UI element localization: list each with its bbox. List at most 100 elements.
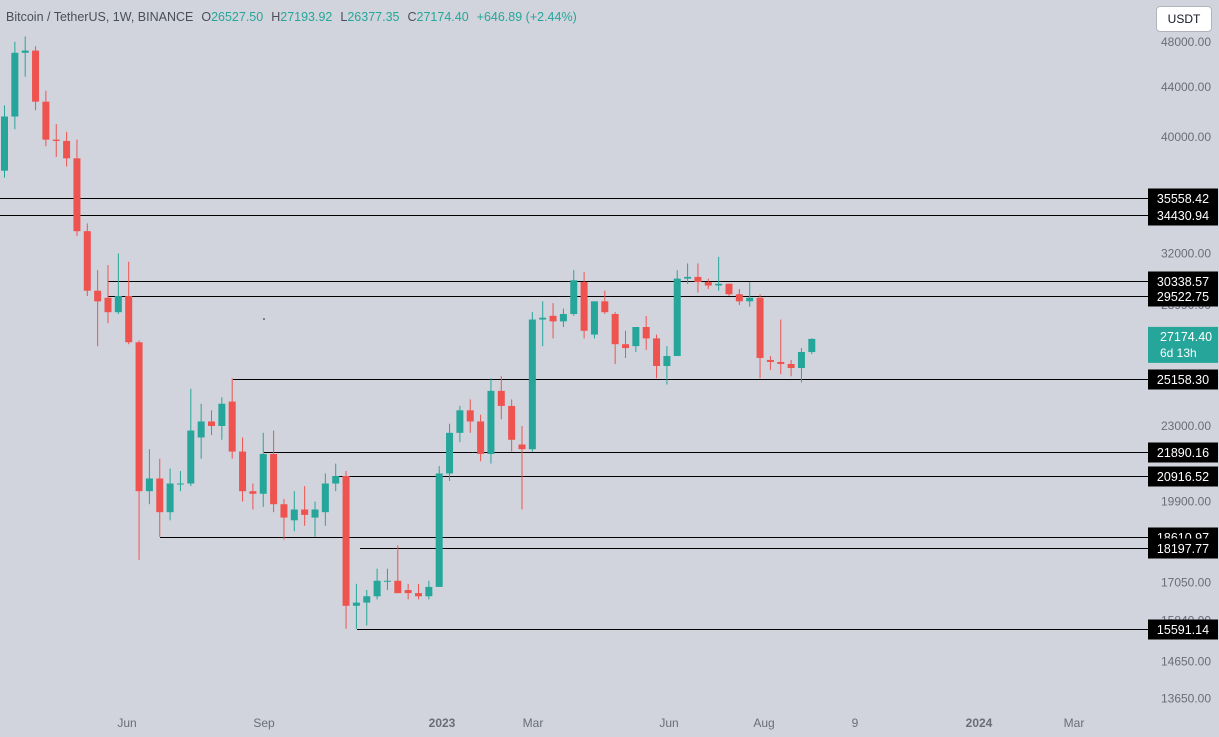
candle-body [673, 278, 681, 356]
level-label-box [1148, 442, 1218, 463]
current-price-label: 27174.40 [1160, 330, 1212, 344]
candle-body [570, 280, 578, 315]
candle-body [746, 297, 754, 302]
y-tick-label: 19900.00 [1161, 495, 1211, 509]
candle-body [239, 451, 247, 492]
close-value: 27174.40 [416, 10, 469, 24]
candle-body [280, 504, 288, 518]
level-lines [0, 198, 1150, 630]
candle-body [642, 327, 650, 339]
candle-body [249, 491, 257, 494]
level-label-box [1148, 286, 1218, 307]
level-label-box [1148, 466, 1218, 487]
candle-body [518, 444, 526, 450]
candle-body [94, 290, 102, 302]
candle-body [259, 453, 267, 494]
candle-body [580, 282, 588, 331]
candle-body [63, 140, 71, 159]
candle-body [156, 478, 164, 513]
open-value: 26527.50 [211, 10, 264, 24]
candles [1, 36, 816, 629]
candle-body [135, 342, 143, 492]
level-label: 29522.75 [1157, 290, 1209, 304]
candle-body [704, 282, 712, 286]
candle-body [456, 410, 464, 433]
candle-body [404, 590, 412, 594]
candle-body [487, 390, 495, 454]
candle-body [21, 50, 29, 53]
candle-body [435, 473, 443, 587]
candle-body [477, 421, 485, 454]
candle-body [549, 315, 557, 322]
close-key: C [407, 10, 417, 24]
y-tick-label: 32000.00 [1161, 247, 1211, 261]
x-tick-label: Mar [1064, 716, 1085, 730]
candle-body [321, 483, 329, 513]
level-label: 21890.16 [1157, 446, 1209, 460]
y-tick-label: 40000.00 [1161, 130, 1211, 144]
legend: Bitcoin / TetherUS, 1W, BINANCE O 26527.5… [6, 10, 585, 24]
candle-body [166, 483, 174, 513]
y-tick-label: 14650.00 [1161, 655, 1211, 669]
candle-body [176, 483, 184, 485]
candle-body [363, 596, 371, 603]
candle-body [684, 276, 692, 279]
candle-body [52, 139, 60, 141]
candle-body [539, 317, 547, 320]
candle-body [301, 509, 309, 515]
candle-body [715, 283, 723, 286]
current-price-box [1148, 326, 1218, 363]
candle-body [83, 231, 91, 291]
level-label: 34430.94 [1157, 209, 1209, 223]
currency-button[interactable]: USDT [1156, 6, 1212, 32]
candle-body [114, 296, 122, 313]
candle-body [125, 296, 133, 343]
time-axis: Jun Sep 2023 Mar Jun Aug 9 2024 Mar [117, 716, 1084, 730]
candle-body [425, 586, 433, 597]
candle-body [611, 314, 619, 345]
candle-body [1, 116, 8, 171]
candle-body [590, 301, 598, 335]
candle-body [42, 101, 50, 140]
candle-body [508, 405, 516, 440]
x-tick-label: Sep [253, 716, 275, 730]
candle-body [446, 432, 454, 474]
candle-body [342, 475, 350, 606]
level-label-box [1148, 369, 1218, 390]
open-key: O [201, 10, 212, 24]
candle-body [145, 478, 153, 492]
high-key: H [271, 10, 281, 24]
high-value: 27193.92 [280, 10, 333, 24]
candle-body [415, 593, 422, 597]
level-label-box [1148, 205, 1218, 226]
x-tick-label: 9 [852, 716, 859, 730]
candle-body [528, 319, 536, 450]
x-tick-label: Mar [523, 716, 544, 730]
candle-body [735, 294, 743, 302]
level-label: 20916.52 [1157, 470, 1209, 484]
x-tick-label: Jun [659, 716, 678, 730]
x-tick-label: 2024 [966, 716, 993, 730]
candle-body [228, 401, 236, 452]
level-label: 35558.42 [1157, 192, 1209, 206]
candle-body [632, 327, 640, 347]
change-value: +646.89 (+2.44%) [476, 10, 577, 24]
candle-body [766, 359, 774, 362]
y-tick-label: 17050.00 [1161, 575, 1211, 589]
candle-body [104, 297, 112, 313]
candle-body [208, 421, 215, 426]
candle-body [663, 355, 671, 366]
y-tick-label: 44000.00 [1161, 80, 1211, 94]
y-tick-label: 48000.00 [1161, 35, 1211, 49]
candle-body [653, 338, 661, 366]
candle-body [290, 509, 298, 521]
level-label-box [1148, 538, 1218, 559]
level-label: 18197.77 [1157, 542, 1209, 556]
candle-body [694, 276, 702, 283]
candle-body [756, 297, 764, 358]
low-key: L [340, 10, 348, 24]
level-label: 30338.57 [1157, 275, 1209, 289]
candle-body [270, 453, 278, 505]
